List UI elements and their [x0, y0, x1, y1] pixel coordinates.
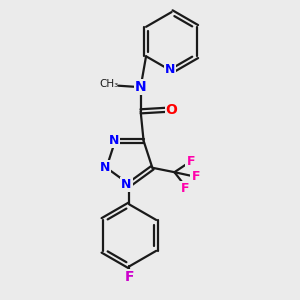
- Text: F: F: [191, 170, 200, 183]
- Text: N: N: [121, 178, 132, 191]
- Text: F: F: [181, 182, 189, 195]
- Text: N: N: [165, 63, 175, 76]
- Text: F: F: [186, 155, 195, 168]
- Text: N: N: [100, 161, 110, 174]
- Text: O: O: [166, 103, 178, 117]
- Text: N: N: [109, 134, 119, 147]
- Text: CH₃: CH₃: [100, 79, 119, 89]
- Text: F: F: [124, 270, 134, 283]
- Text: N: N: [135, 80, 146, 94]
